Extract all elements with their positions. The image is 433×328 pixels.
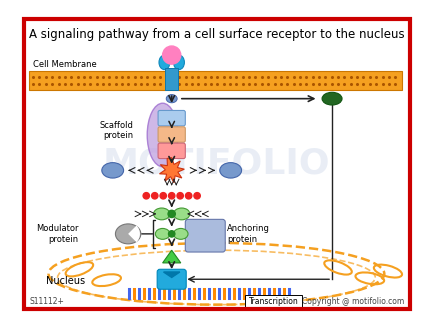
Text: Scaffold
protein: Scaffold protein <box>100 121 134 140</box>
Circle shape <box>168 193 175 199</box>
Ellipse shape <box>154 208 170 220</box>
Circle shape <box>168 231 175 237</box>
Text: Copyright @ motifolio.com: Copyright @ motifolio.com <box>302 297 404 306</box>
Text: Nucleus: Nucleus <box>46 276 85 286</box>
Circle shape <box>160 193 166 199</box>
Circle shape <box>152 193 158 199</box>
Text: S11112+: S11112+ <box>29 297 65 306</box>
Circle shape <box>163 46 181 64</box>
Circle shape <box>185 193 192 199</box>
Bar <box>165 68 178 90</box>
Wedge shape <box>128 226 140 242</box>
FancyBboxPatch shape <box>158 111 185 126</box>
Ellipse shape <box>102 163 123 178</box>
FancyBboxPatch shape <box>185 219 225 252</box>
Text: Transcription: Transcription <box>249 297 298 306</box>
Polygon shape <box>164 272 180 277</box>
Circle shape <box>177 193 183 199</box>
Ellipse shape <box>147 103 178 167</box>
Bar <box>29 72 401 90</box>
Polygon shape <box>163 250 181 263</box>
Text: Cell Membrane: Cell Membrane <box>33 60 97 69</box>
Text: Modulator
protein: Modulator protein <box>36 224 78 244</box>
Circle shape <box>168 210 175 217</box>
Ellipse shape <box>155 228 170 239</box>
Ellipse shape <box>174 55 184 70</box>
Ellipse shape <box>174 208 190 220</box>
Ellipse shape <box>116 224 141 244</box>
Text: Anchoring
protein: Anchoring protein <box>227 224 270 244</box>
Ellipse shape <box>220 163 242 178</box>
Circle shape <box>194 193 200 199</box>
Text: A signaling pathway from a cell surface receptor to the nucleus: A signaling pathway from a cell surface … <box>29 28 404 41</box>
FancyBboxPatch shape <box>157 269 186 289</box>
Bar <box>246 295 302 307</box>
Ellipse shape <box>322 92 342 105</box>
Polygon shape <box>159 158 184 183</box>
FancyBboxPatch shape <box>158 143 185 158</box>
Ellipse shape <box>166 94 177 103</box>
FancyBboxPatch shape <box>158 127 185 142</box>
Circle shape <box>143 193 149 199</box>
Ellipse shape <box>159 55 170 70</box>
Text: MOTIFOLIO: MOTIFOLIO <box>103 147 330 181</box>
Ellipse shape <box>174 228 188 239</box>
